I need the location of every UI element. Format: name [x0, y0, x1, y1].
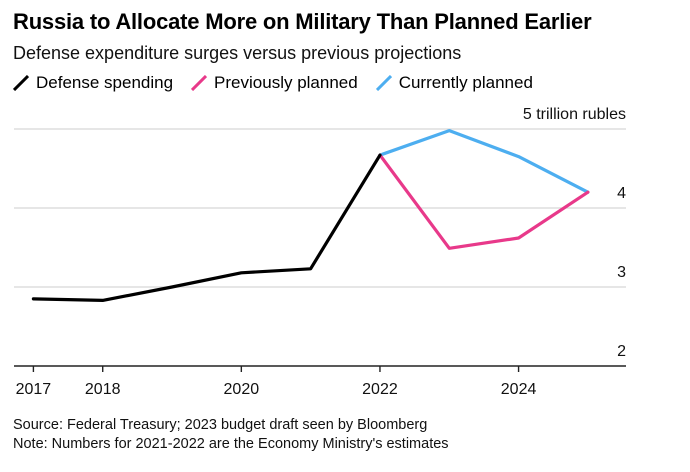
legend-swatch-previously-planned: [191, 75, 208, 91]
legend-item-previously-planned: Previously planned: [191, 73, 358, 93]
legend-swatch-defense-spending: [13, 75, 29, 91]
series-line-currently-planned: [378, 129, 590, 194]
x-tick-label-2022: 2022: [362, 381, 398, 398]
legend-item-defense-spending: Defense spending: [13, 73, 173, 93]
line-chart: 5 trillion rubles 4 3 2 2017 2018 2020 2022 2024: [14, 106, 626, 398]
series-line-previously-planned: [378, 153, 590, 250]
footnote: Note: Numbers for 2021-2022 are the Econ…: [13, 436, 449, 452]
x-tick-label-2017: 2017: [16, 381, 52, 398]
chart-title: Russia to Allocate More on Military Than…: [13, 9, 592, 34]
y-tick-label-3: 3: [617, 264, 626, 281]
y-tick-label-5: 5 trillion rubles: [523, 106, 626, 123]
source-note: Source: Federal Treasury; 2023 budget dr…: [13, 417, 428, 433]
x-tick-label-2020: 2020: [224, 381, 260, 398]
chart-subtitle: Defense expenditure surges versus previo…: [13, 43, 462, 63]
legend-label-currently-planned: Currently planned: [398, 73, 533, 92]
legend-swatch-currently-planned: [375, 75, 392, 91]
y-tick-label-2: 2: [617, 343, 626, 360]
x-tick-label-2024: 2024: [501, 381, 537, 398]
x-tick-label-2018: 2018: [85, 381, 121, 398]
legend-item-currently-planned: Currently planned: [375, 73, 533, 93]
y-tick-label-4: 4: [617, 185, 626, 202]
chart-legend: Defense spending Previously planned Curr…: [13, 73, 551, 93]
series-line-defense-spending: [31, 153, 382, 302]
legend-label-defense-spending: Defense spending: [36, 73, 174, 92]
legend-label-previously-planned: Previously planned: [214, 73, 358, 92]
